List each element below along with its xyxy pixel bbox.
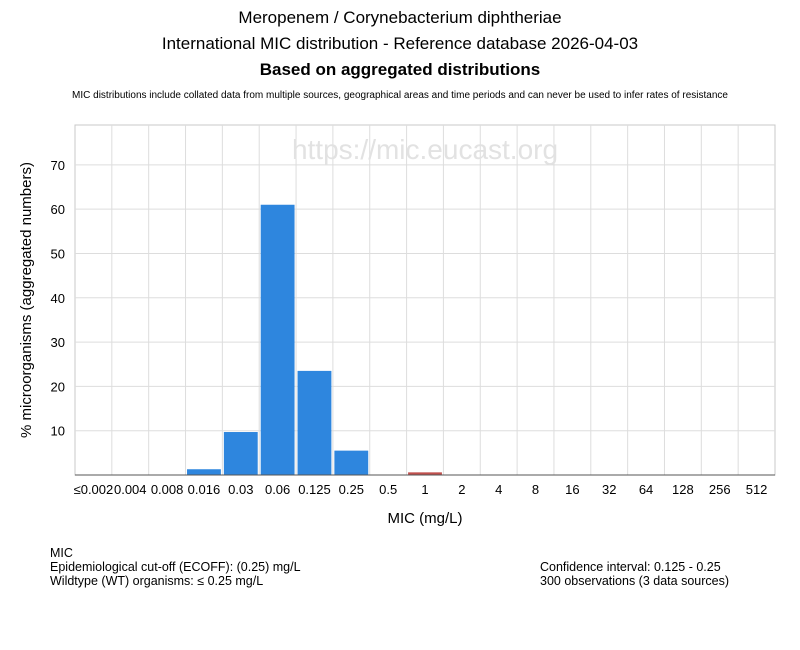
- footer-mic-label: MIC: [50, 546, 73, 560]
- x-tick-label: 0.03: [228, 482, 253, 497]
- footer-right: Confidence interval: 0.125 - 0.25 300 ob…: [540, 560, 729, 588]
- x-tick-label: 0.008: [151, 482, 184, 497]
- footer-ecoff: Epidemiological cut-off (ECOFF): (0.25) …: [50, 560, 301, 574]
- disclaimer-note: MIC distributions include collated data …: [72, 90, 728, 101]
- x-tick-label: 512: [746, 482, 768, 497]
- x-tick-label: 128: [672, 482, 694, 497]
- y-tick-label: 60: [51, 202, 65, 217]
- chart-title: Meropenem / Corynebacterium diphtheriae: [238, 8, 562, 27]
- y-axis-label: % microorganisms (aggregated numbers): [18, 162, 35, 438]
- x-tick-label: 32: [602, 482, 616, 497]
- x-tick-label: 0.5: [379, 482, 397, 497]
- footer-observations: 300 observations (3 data sources): [540, 574, 729, 588]
- watermark: https://mic.eucast.org: [292, 134, 558, 165]
- x-tick-label: ≤0.002: [74, 482, 114, 497]
- y-tick-label: 20: [51, 379, 65, 394]
- x-tick-label: 4: [495, 482, 502, 497]
- bar-0.125: [297, 370, 332, 475]
- footer-wildtype: Wildtype (WT) organisms: ≤ 0.25 mg/L: [50, 574, 264, 588]
- bar-0.25: [334, 450, 369, 475]
- x-tick-label: 1: [421, 482, 428, 497]
- x-tick-label: 256: [709, 482, 731, 497]
- x-tick-label: 8: [532, 482, 539, 497]
- chart-subtitle: International MIC distribution - Referen…: [161, 34, 639, 53]
- x-tick-label: 0.016: [188, 482, 221, 497]
- bar-0.06: [260, 204, 295, 476]
- x-tick-label: 16: [565, 482, 579, 497]
- x-tick-label: 0.125: [298, 482, 331, 497]
- x-axis-label: MIC (mg/L): [388, 510, 463, 527]
- footer-confidence-interval: Confidence interval: 0.125 - 0.25: [540, 560, 721, 574]
- y-tick-label: 30: [51, 335, 65, 350]
- bar-0.03: [223, 432, 258, 475]
- bar-1: [408, 472, 442, 475]
- plot-area: [74, 124, 776, 476]
- x-tick-label: 2: [458, 482, 465, 497]
- x-tick-label: 0.06: [265, 482, 290, 497]
- footer-left: MIC Epidemiological cut-off (ECOFF): (0.…: [50, 546, 301, 588]
- x-tick-label: 0.004: [114, 482, 147, 497]
- y-tick-label: 50: [51, 246, 65, 261]
- x-tick-label: 64: [639, 482, 653, 497]
- chart-subtitle-bold: Based on aggregated distributions: [259, 60, 541, 79]
- bar-0.016: [187, 469, 221, 475]
- y-tick-label: 10: [51, 424, 65, 439]
- y-tick-label: 70: [51, 158, 65, 173]
- y-tick-label: 40: [51, 291, 65, 306]
- x-tick-label: 0.25: [339, 482, 364, 497]
